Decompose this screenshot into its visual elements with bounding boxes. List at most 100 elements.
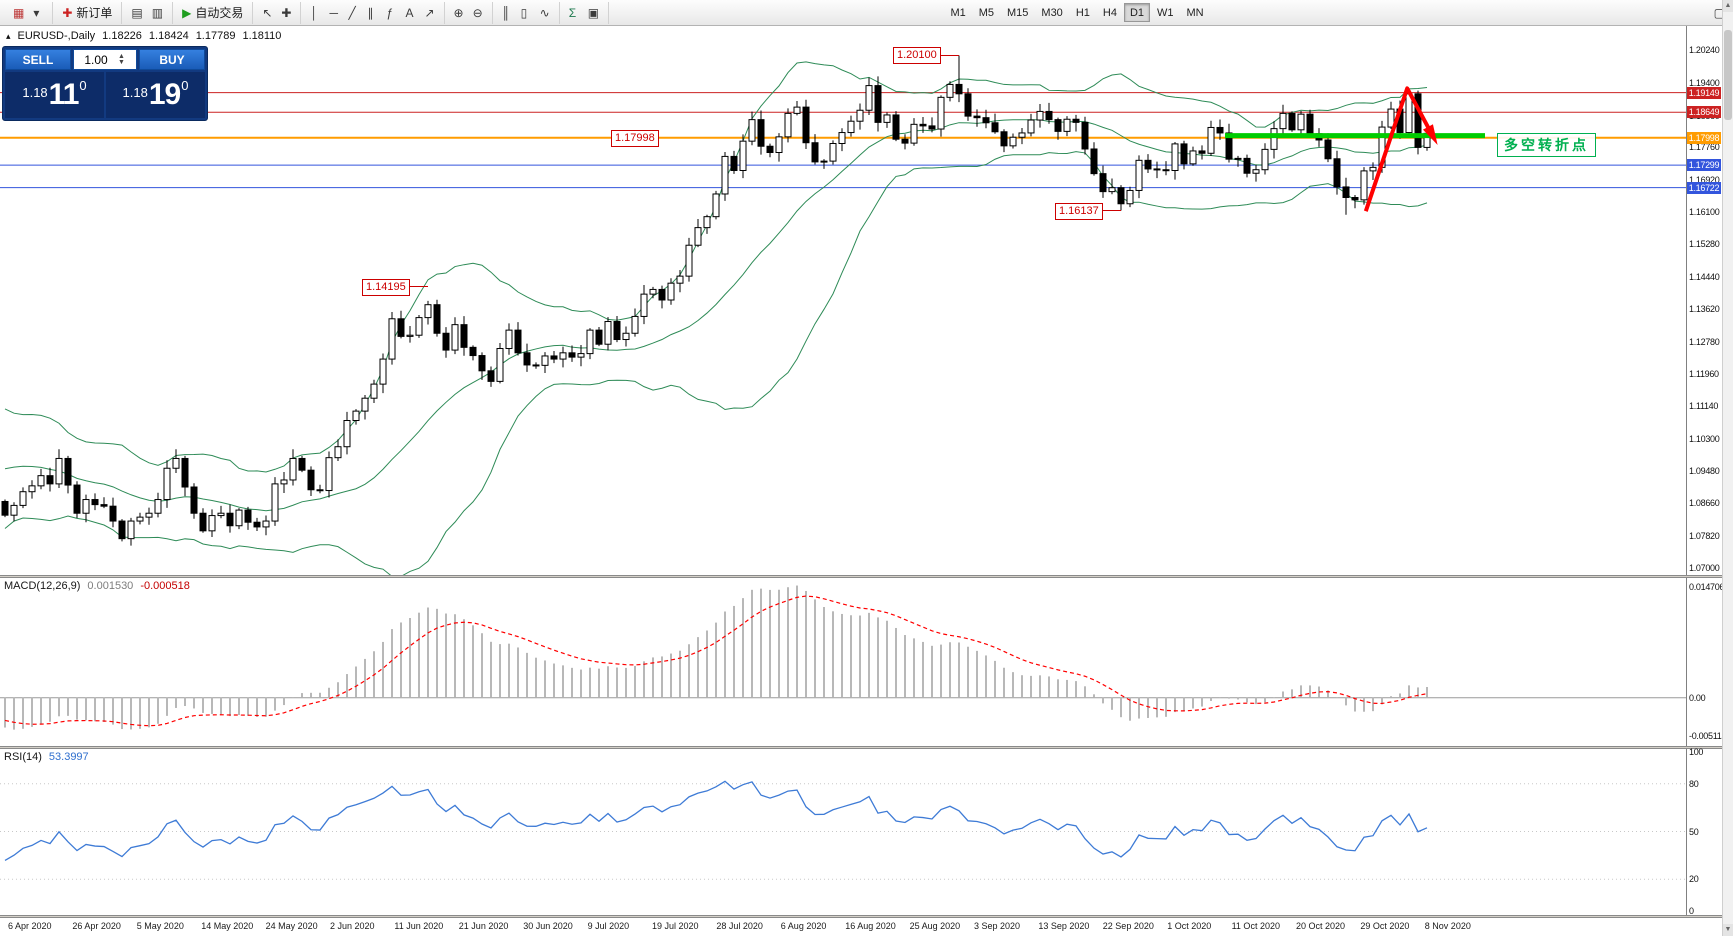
channel-icon[interactable]: ∥ (363, 3, 381, 23)
high-value: 1.18424 (148, 30, 189, 42)
lot-size-field: ▲▼ (73, 49, 137, 70)
sell-price-prefix: 1.18 (22, 85, 48, 100)
price-tick: 1.16100 (1689, 206, 1720, 217)
date-tick: 20 Oct 2020 (1296, 921, 1346, 931)
scroll-up-icon[interactable]: ▲ (1723, 0, 1733, 12)
horizontal-line-icon[interactable]: ─ (325, 3, 343, 23)
price-tick: 1.08660 (1689, 498, 1720, 509)
date-tick: 9 Jul 2020 (587, 921, 630, 931)
toolbar: ▦ ▾ ✚ 新订单 ▤ ▥ ▶ 自动交易 ↖ ✚ │ ─ ╱ ∥ ƒ A ↗ ⊕ ⊖ ║ ▯ ∿ Σ ▣ M1 M5 M15 M30 H… (0, 0, 1733, 26)
arrow-tool-icon[interactable]: ↗ (420, 3, 438, 23)
zoom-out-icon[interactable]: ⊖ (469, 3, 487, 23)
strategy-tester-icon[interactable]: ▤ (127, 3, 146, 23)
lot-size-input[interactable] (74, 52, 118, 67)
timeframe-m1[interactable]: M1 (944, 3, 971, 22)
sell-button[interactable]: SELL (5, 49, 71, 70)
text-icon[interactable]: A (401, 3, 419, 23)
timeframe-w1[interactable]: W1 (1151, 3, 1180, 22)
buy-price-point: 0 (181, 78, 189, 93)
text-icon: A (405, 5, 414, 20)
trendline-icon[interactable]: ╱ (344, 3, 362, 23)
chart-list-dropdown-icon[interactable]: ▾ (29, 3, 47, 23)
symbol-period-label: EURUSD-,Daily (17, 30, 96, 42)
zoom-out-icon: ⊖ (472, 5, 483, 20)
macd-main-value: 0.001530 (87, 580, 134, 592)
date-tick: 24 May 2020 (265, 921, 318, 931)
templates-icon[interactable]: ▣ (584, 3, 603, 23)
chart-info-line: ▴ EURUSD-,Daily 1.18226 1.18424 1.17789 … (6, 30, 281, 42)
vertical-line-icon[interactable]: │ (306, 3, 324, 23)
turning-point-label[interactable]: 多空转折点 (1497, 132, 1596, 157)
price-annotation[interactable]: 1.14195 (362, 278, 410, 296)
new-chart-icon: ▦ (13, 5, 25, 20)
new-order-button[interactable]: ✚ 新订单 (58, 3, 116, 23)
indicators-icon[interactable]: Σ (565, 3, 583, 23)
timeframe-h1[interactable]: H1 (1070, 3, 1096, 22)
chart-list-dropdown-icon: ▾ (33, 5, 40, 20)
line-chart-icon: ∿ (539, 5, 550, 20)
price-annotation[interactable]: 1.16137 (1055, 202, 1103, 220)
date-tick: 25 Aug 2020 (909, 921, 961, 931)
vertical-scrollbar[interactable]: ▲ ▼ (1722, 0, 1733, 936)
rsi-tick: 0 (1689, 906, 1694, 916)
buy-button[interactable]: BUY (139, 49, 205, 70)
scroll-thumb[interactable] (1724, 30, 1732, 120)
date-tick: 5 May 2020 (136, 921, 184, 931)
bar-chart-icon[interactable]: ║ (498, 3, 516, 23)
price-tick: 1.13620 (1689, 304, 1720, 314)
date-tick: 11 Jun 2020 (394, 921, 444, 931)
panel-splitter[interactable] (0, 746, 1722, 749)
rsi-label: RSI(14) 53.3997 (4, 751, 89, 763)
timeframe-m15[interactable]: M15 (1001, 3, 1034, 22)
line-chart-icon[interactable]: ∿ (536, 3, 554, 23)
window-icon[interactable]: ▢ (1710, 3, 1729, 23)
buy-price-prefix: 1.18 (122, 85, 148, 100)
autotrading-button-label: 自动交易 (195, 6, 244, 20)
direction-marker-icon: ▴ (6, 30, 11, 41)
crosshair-icon: ✚ (281, 5, 292, 20)
crosshair-icon[interactable]: ✚ (277, 3, 295, 23)
candlestick-icon[interactable]: ▯ (517, 3, 535, 23)
date-tick: 16 Aug 2020 (845, 921, 896, 931)
date-tick: 26 Apr 2020 (72, 921, 121, 931)
panel-splitter[interactable] (0, 575, 1722, 578)
price-annotation[interactable]: 1.20100 (893, 47, 941, 65)
rsi-layer (0, 780, 1686, 880)
timeframe-mn[interactable]: MN (1181, 3, 1210, 22)
price-tick: 1.14440 (1689, 271, 1720, 282)
timeframe-d1[interactable]: D1 (1123, 3, 1150, 22)
cursor-icon: ↖ (262, 5, 273, 20)
timeframe-m5[interactable]: M5 (973, 3, 1000, 22)
fibonacci-icon[interactable]: ƒ (382, 3, 400, 23)
arrow-layer (1363, 86, 1438, 212)
buy-price-tile[interactable]: 1.18 19 0 (106, 72, 205, 118)
one-click-trading-panel: SELL ▲▼ BUY 1.18 11 0 1.18 19 0 (2, 46, 208, 121)
price-tick: 1.16920 (1689, 174, 1720, 185)
cursor-icon[interactable]: ↖ (258, 3, 276, 23)
buy-price-pips: 19 (148, 78, 181, 111)
rsi-value: 53.3997 (48, 751, 89, 763)
lot-stepper[interactable]: ▲ ▼ (118, 52, 125, 66)
terminal-icon[interactable]: ▥ (148, 3, 167, 23)
date-tick: 8 Nov 2020 (1424, 921, 1471, 931)
zoom-in-icon[interactable]: ⊕ (450, 3, 468, 23)
timeframe-m30[interactable]: M30 (1035, 3, 1068, 22)
low-value: 1.17789 (195, 30, 236, 42)
macd-label: MACD(12,26,9) 0.001530 -0.000518 (4, 580, 190, 592)
toolbar-group: ▤ ▥ (122, 1, 174, 24)
date-tick: 30 Jun 2020 (523, 921, 573, 931)
macd-title: MACD(12,26,9) (4, 580, 81, 592)
price-level-tag: 1.19149 (1687, 86, 1721, 99)
price-axis: 1.19149 1.18649 1.17998 1.17299 1.16722 1.202… (1687, 0, 1722, 575)
sell-price-tile[interactable]: 1.18 11 0 (5, 72, 104, 118)
date-tick: 22 Sep 2020 (1102, 921, 1154, 931)
scroll-down-icon[interactable]: ▼ (1723, 924, 1733, 936)
autotrading-button[interactable]: ▶ 自动交易 (178, 3, 247, 23)
macd-layer (0, 585, 1686, 730)
timeframe-h4[interactable]: H4 (1097, 3, 1123, 22)
price-level-tag: 1.17998 (1687, 131, 1721, 144)
date-tick: 14 May 2020 (201, 921, 254, 931)
new-chart-icon[interactable]: ▦ (9, 3, 28, 23)
price-annotation[interactable]: 1.17998 (611, 129, 659, 147)
